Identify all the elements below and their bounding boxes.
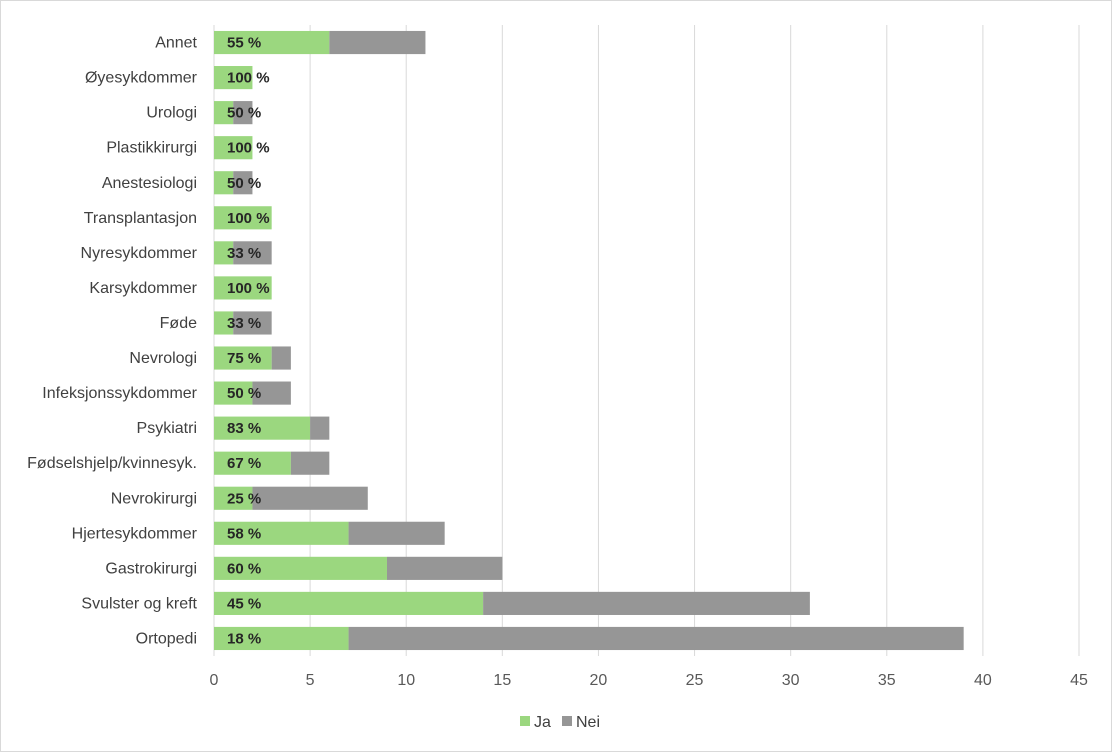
data-label: 45 % <box>227 595 261 612</box>
bar-ja <box>214 451 291 475</box>
category-label: Anestesiologi <box>102 175 197 192</box>
data-label: 100 % <box>227 280 270 297</box>
legend: Ja Nei <box>520 714 600 731</box>
category-labels: Annet Øyesykdommer Urologi Plastikkirurgi An… <box>27 35 198 648</box>
x-tick-label: 5 <box>306 672 315 689</box>
x-tick-label: 30 <box>782 672 800 689</box>
legend-swatch-nei <box>562 716 572 726</box>
category-label: Fødselshjelp/kvinnesyk. <box>27 455 197 472</box>
bar-nei <box>233 311 272 335</box>
data-labels: 55 % 100 % 50 % 100 % 50 % 100 % 33 % 100 % 33 %… <box>227 35 270 648</box>
category-label: Infeksjonssykdommer <box>42 385 197 402</box>
data-label: 58 % <box>227 525 261 542</box>
category-label: Psykiatri <box>137 420 197 437</box>
x-tick-label: 10 <box>397 672 415 689</box>
legend-label-nei: Nei <box>576 714 600 731</box>
legend-swatch-ja <box>520 716 530 726</box>
bar-ja <box>214 626 349 651</box>
category-label: Annet <box>155 35 197 52</box>
bar-ja <box>214 136 253 160</box>
data-label: 60 % <box>227 560 261 577</box>
bar-ja <box>214 171 234 195</box>
bar-ja <box>214 206 272 230</box>
data-label: 100 % <box>227 140 270 157</box>
bar-ja <box>214 591 484 615</box>
category-label: Nevrokirurgi <box>111 490 197 507</box>
bar-ja <box>214 241 234 265</box>
category-label: Nevrologi <box>129 350 197 367</box>
x-tick-label: 20 <box>590 672 608 689</box>
bar-nei <box>310 416 330 440</box>
bar-ja <box>214 486 253 510</box>
category-label: Gastrokirurgi <box>105 560 197 577</box>
bar-ja <box>214 556 387 580</box>
data-label: 50 % <box>227 385 261 402</box>
x-axis-tick-labels: 0 5 10 15 20 25 30 35 40 45 <box>210 672 1088 689</box>
data-label: 25 % <box>227 490 261 507</box>
bar-nei <box>233 171 253 195</box>
category-label: Nyresykdommer <box>81 245 198 262</box>
category-label: Øyesykdommer <box>85 70 198 87</box>
bar-ja <box>214 311 234 335</box>
bar-nei <box>233 101 253 125</box>
data-label: 50 % <box>227 175 261 192</box>
bar-nei <box>233 241 272 265</box>
bar-nei <box>387 556 503 580</box>
data-label: 18 % <box>227 630 261 647</box>
legend-label-ja: Ja <box>534 714 551 731</box>
bar-nei <box>252 486 368 510</box>
x-tick-label: 35 <box>878 672 896 689</box>
x-tick-label: 40 <box>974 672 992 689</box>
bar-ja <box>214 101 234 125</box>
category-label: Hjertesykdommer <box>72 525 198 542</box>
bar-ja <box>214 346 272 370</box>
bar-ja <box>214 381 253 405</box>
bar-ja <box>214 66 253 90</box>
category-label: Svulster og kreft <box>81 595 197 612</box>
bar-nei <box>348 626 964 651</box>
bar-nei <box>271 346 291 370</box>
category-label: Karsykdommer <box>89 280 197 297</box>
data-label: 100 % <box>227 70 270 87</box>
category-label: Føde <box>160 315 197 332</box>
bar-nei <box>329 30 426 55</box>
bar-nei <box>483 591 810 615</box>
category-label: Plastikkirurgi <box>106 140 197 157</box>
x-tick-label: 45 <box>1070 672 1088 689</box>
bar-ja <box>214 416 311 440</box>
bar-nei <box>348 521 445 545</box>
data-label: 50 % <box>227 105 261 122</box>
bar-ja <box>214 30 330 55</box>
data-label: 55 % <box>227 35 261 52</box>
bar-nei <box>290 451 330 475</box>
data-label: 67 % <box>227 455 261 472</box>
data-label: 83 % <box>227 420 261 437</box>
bar-ja <box>214 521 349 545</box>
x-tick-label: 15 <box>493 672 511 689</box>
data-label: 75 % <box>227 350 261 367</box>
category-label: Transplantasjon <box>84 210 197 227</box>
gridlines <box>213 25 1080 656</box>
x-tick-label: 25 <box>686 672 704 689</box>
category-label: Ortopedi <box>136 630 197 647</box>
data-label: 33 % <box>227 245 261 262</box>
bar-nei <box>252 381 291 405</box>
data-label: 100 % <box>227 210 270 227</box>
bar-ja <box>214 276 272 300</box>
x-tick-label: 0 <box>210 672 219 689</box>
bars <box>214 30 964 651</box>
data-label: 33 % <box>227 315 261 332</box>
category-label: Urologi <box>146 105 197 122</box>
